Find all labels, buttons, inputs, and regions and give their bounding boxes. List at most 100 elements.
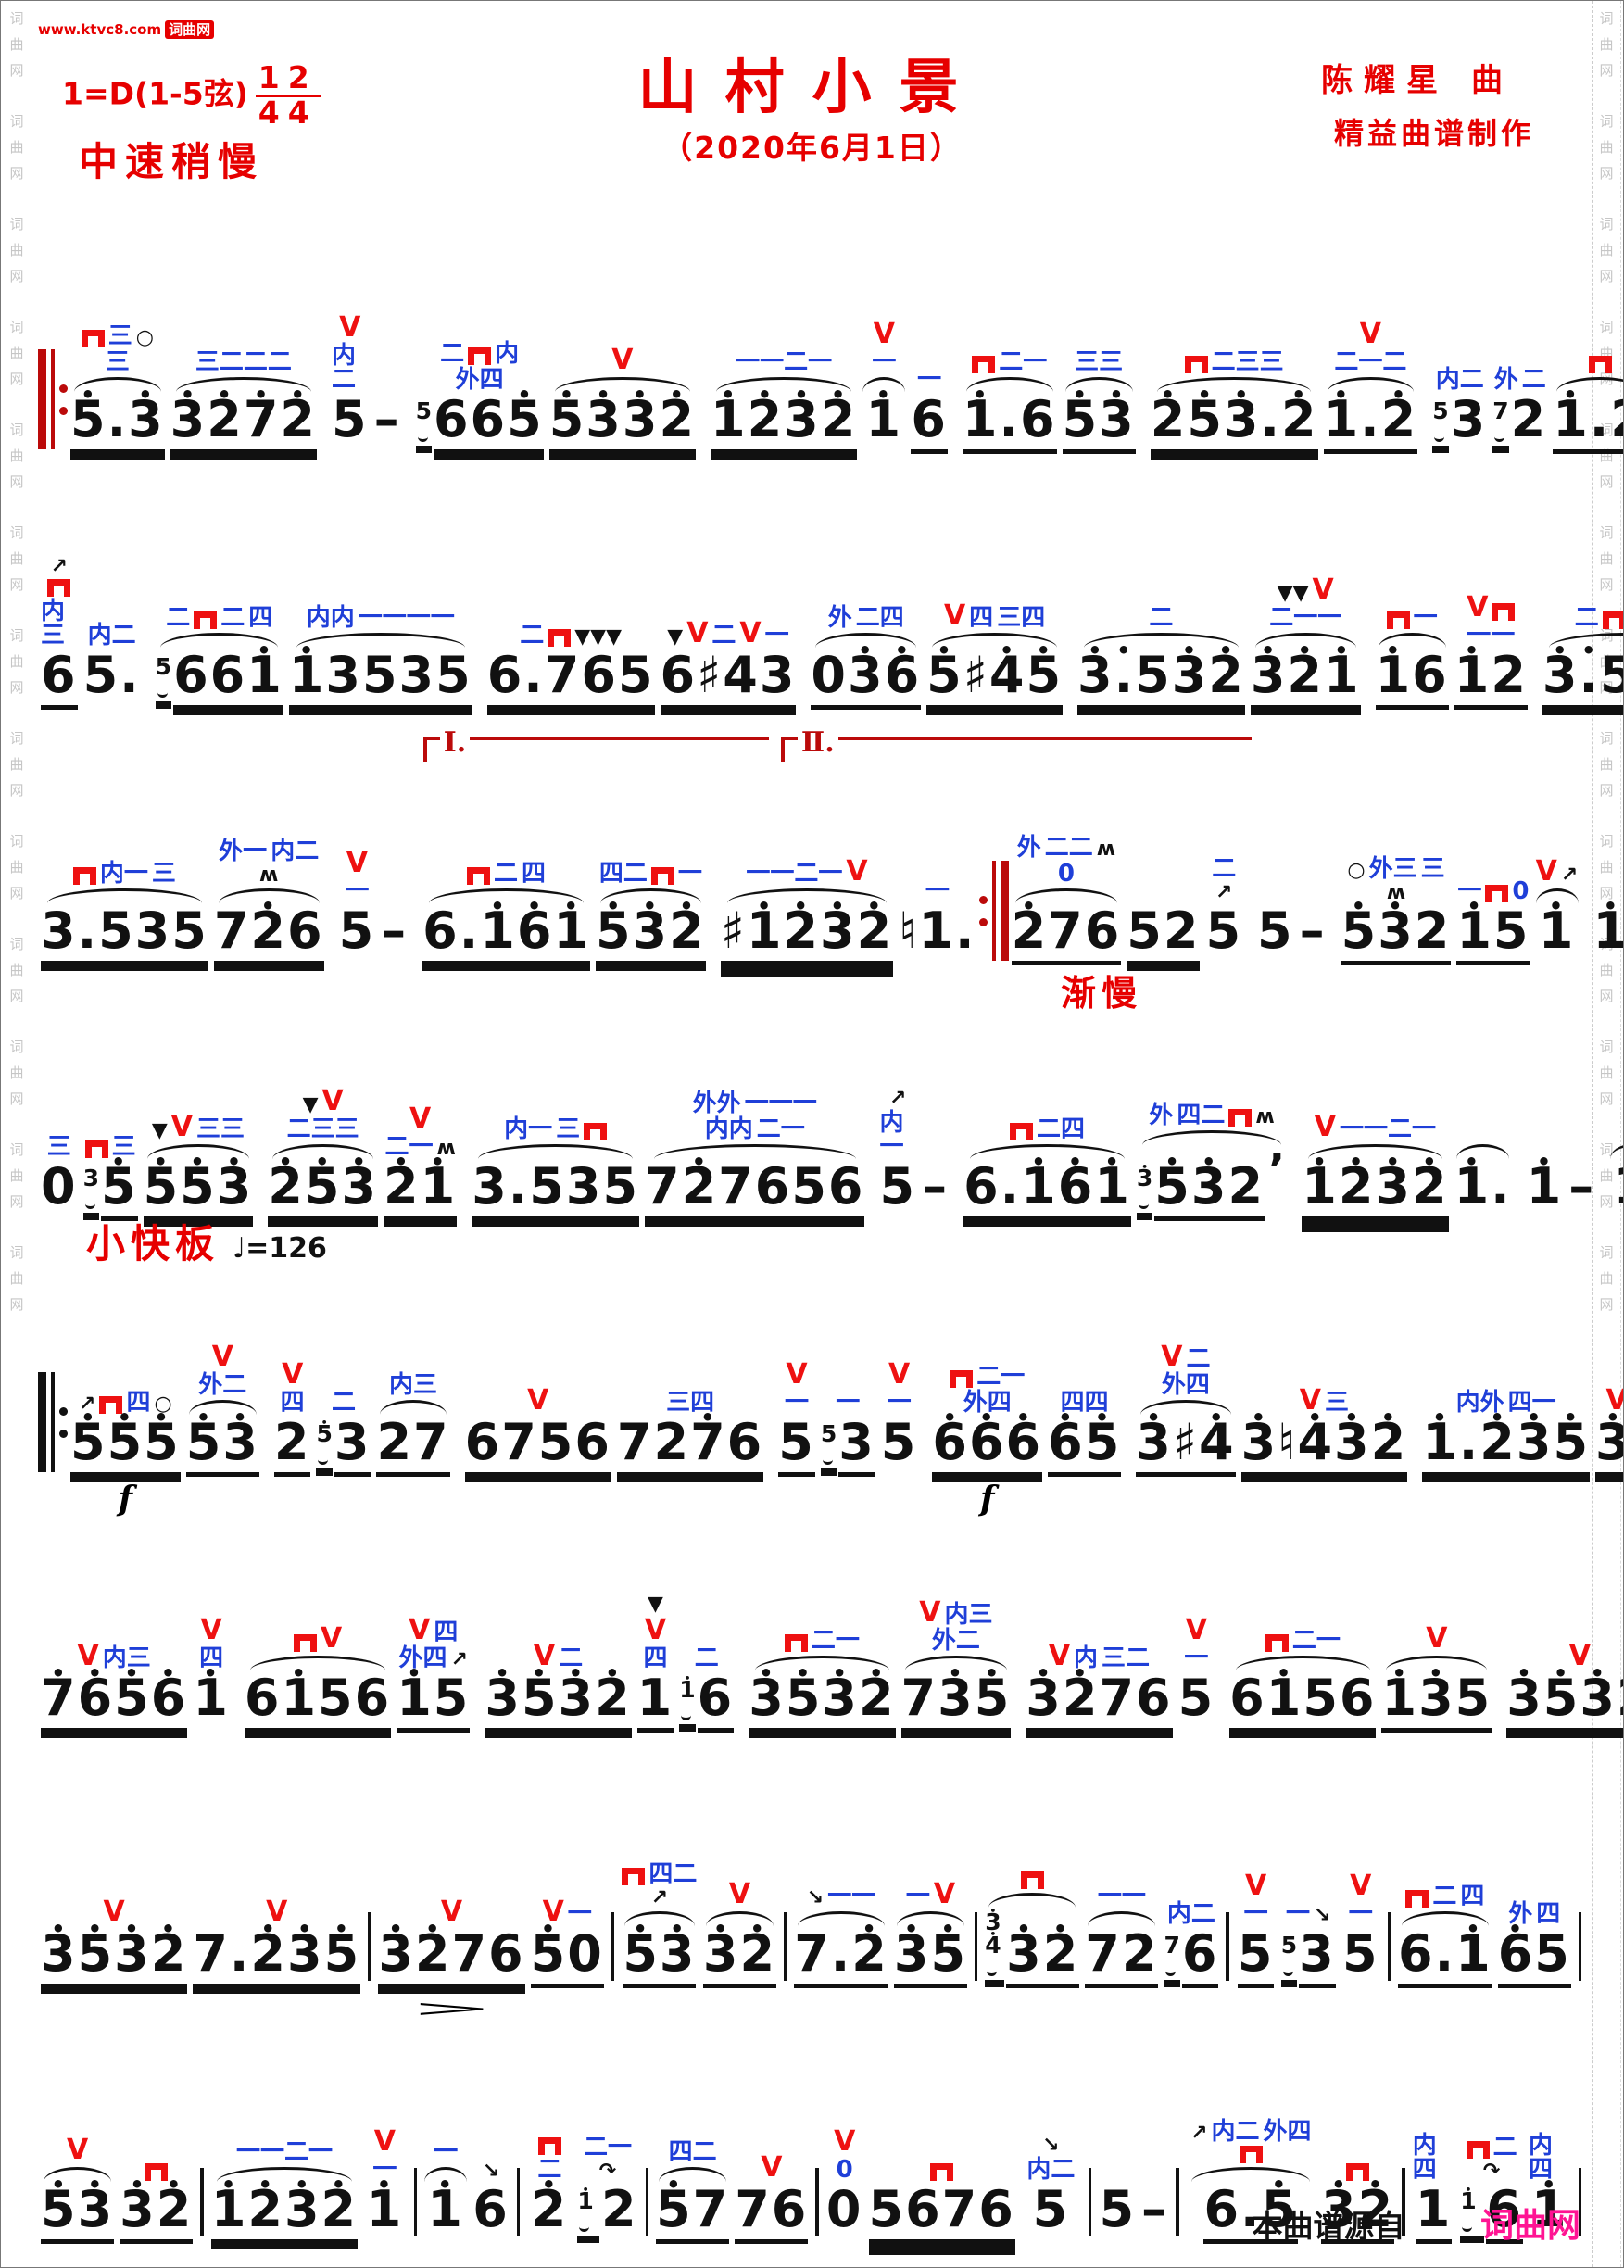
note-char: 5 [880,1413,918,1471]
fingering-mark: 内二 [331,342,356,394]
note-group: ○外三三ʍ532 [1341,857,1452,961]
note-char: 5 [186,1418,223,1468]
note-group: 一 ♮1. [899,879,976,961]
note-numbers: 5 [332,395,369,449]
note-char: . [508,1157,530,1216]
note-annotations: V [761,2154,782,2182]
note-numbers: 76 [735,2185,808,2239]
fingering-mark: 内三 [944,1601,993,1629]
fingering-mark: 二 [440,340,465,368]
note-char: 1 [747,906,784,956]
note-numbers: 666 [932,1418,1042,1472]
note-group: 二二四5661 [156,606,283,705]
note-annotations: 外二四 [828,606,904,630]
system-line-6: V内三7656V四1V6156V四外四↗15V二3532▼V四1二16二一353… [34,1472,1623,1728]
note-group: ↗ 内一 5 [879,1089,916,1216]
note-char: 6 [1048,1418,1085,1468]
note-figures: 5♯45 [926,650,1063,705]
note-char: 2 [1414,901,1452,960]
note-char: ♮ [899,901,919,960]
note-group: 外一内二ʍ726 [214,839,324,961]
fingering-mark: 二四 [855,604,904,632]
slur-arc [1327,377,1415,392]
fingering-mark: 四 [522,860,547,888]
ornament-mark: ↷ [1482,2160,1501,2183]
note-char: 5 [623,1929,660,1979]
note-numbers: 3532 [749,1673,895,1728]
note-char: 5 [70,1418,107,1468]
up-bow-icon: V [1314,1111,1337,1143]
note-figures: – [1300,906,1327,961]
note-char: 1 [636,1669,674,1727]
note-char: 2 [682,1162,719,1212]
note-char: 3 [559,1673,596,1723]
note-annotations: 内二 [1167,1902,1215,1926]
note-char: 1 [421,1162,458,1212]
up-bow-icon: V [1161,1341,1183,1373]
note-char: 1 [577,2189,593,2212]
note-numbers: ♯1232 [721,906,893,961]
note-numbers: 5 [1342,1929,1379,1984]
note-char: 6 [726,1413,764,1471]
bar-line [1578,1912,1582,1981]
note-group: – [1568,1159,1595,1216]
note-numbers: – [922,1162,949,1216]
note-char: 2 [748,395,785,445]
note-char: 6 [1203,2180,1241,2238]
note-numbers: 6 [1486,2185,1523,2239]
note-char: 5 [1280,1932,1298,1959]
note-numbers: 27 [376,1418,449,1472]
fingering-mark: 一 [434,2138,459,2166]
note-annotations: 外四 [1508,1902,1560,1926]
note-char: 5 [1492,901,1530,960]
note-numbers: 1 [1613,1162,1623,1216]
note-char: 5 [1154,1162,1191,1212]
note-char: 1 [1454,650,1492,700]
note-figures: 3.532 [1077,650,1245,705]
note-annotations: 内四 [1413,2134,1455,2182]
note-annotations: V [104,1898,125,1926]
up-bow-icon: V [339,311,361,344]
note-annotations: ○ 外三三 ʍ [1341,857,1452,903]
system-line-7: V3532V7.235V3276>V一50四二↗53V32↘一一7.2一V353… [34,1728,1590,2022]
down-bow-icon [548,629,572,647]
fingering-mark: 二二 [1044,834,1093,862]
note-char: 5 [1032,2180,1070,2238]
note-figures: 32 [703,1929,776,1984]
note-figures: 3532 [1506,1673,1623,1728]
note-char: 5 [1026,650,1063,700]
note-char: 5 [1085,1418,1122,1468]
note-char: 6 [286,901,324,960]
note-numbers: 6156 [1229,1673,1376,1728]
slur-arc [1456,1144,1510,1159]
note-char: 2 [659,395,696,445]
note-char: 5 [1600,650,1623,700]
note-char: 6 [1412,646,1449,704]
note-char: 5 [1063,395,1100,445]
note-char: 2 [415,1929,452,1979]
note-numbers: 32 [703,1929,776,1984]
note-char: 3 [1172,650,1209,700]
note-figures: 3276 [1026,1673,1172,1728]
note-numbers: 1 [367,2185,404,2239]
note-group: ↘ 内二 5 [1021,2136,1081,2239]
note-char: . [107,390,129,448]
ornament-mark: ▼▼ [1277,582,1309,605]
fingering-mark: 内三 [389,1371,438,1399]
fingering-mark: 四 [280,1389,305,1417]
note-figures: 553 [144,1162,254,1216]
note-char: 5 [1454,1669,1492,1727]
note-char: 3 [217,1162,254,1212]
fingering-mark: 二四 [1036,1115,1085,1143]
note-numbers: 50 [531,1929,604,1984]
note-char: 5 [41,2185,78,2235]
note-char: 3 [894,1929,931,1979]
note-char: 0 [567,1924,604,1983]
fingering-mark: 二 [1492,2134,1517,2161]
note-char: 2 [851,1929,888,1979]
fingering-mark: 一一二一 [235,2138,333,2166]
up-bow-icon: V [888,1358,911,1391]
fingering-mark: 二一 [1291,1627,1341,1655]
note-numbers: 135 [1381,1673,1492,1728]
bar-line [611,1912,614,1981]
